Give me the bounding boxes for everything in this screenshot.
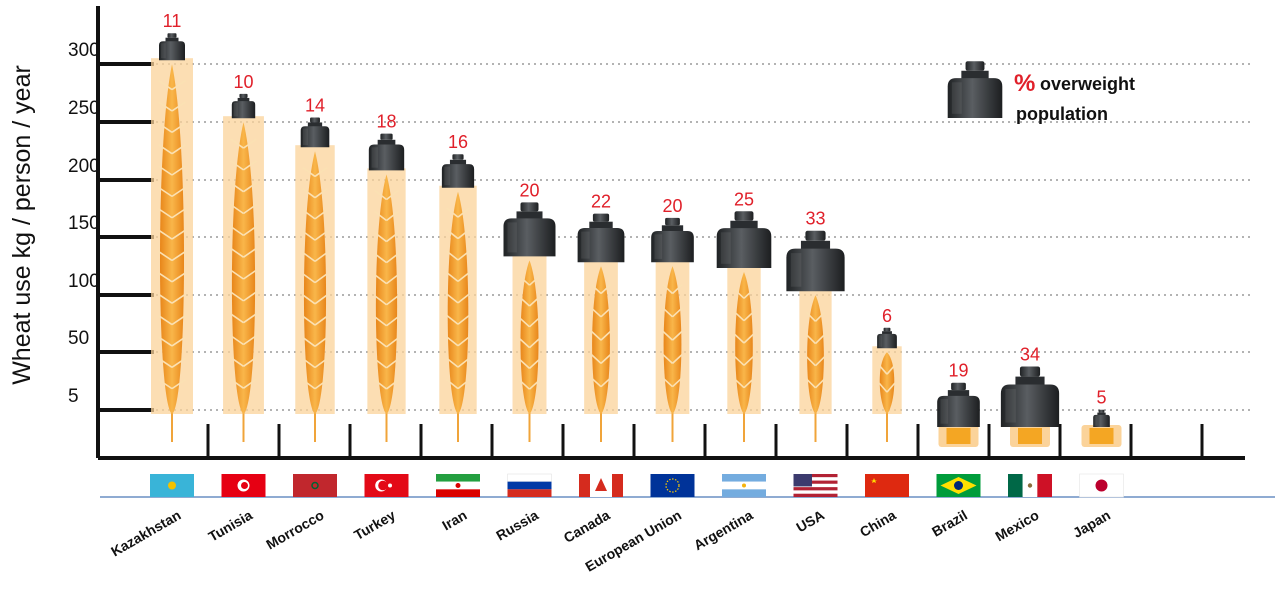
- bar-brazil: 19: [937, 361, 980, 447]
- overweight-label: 20: [662, 196, 682, 216]
- y-tick-label-250: 250: [68, 98, 100, 119]
- category-label: Iran: [439, 507, 469, 534]
- overweight-label: 22: [591, 192, 611, 212]
- bar-mexico: 34: [1000, 345, 1060, 447]
- bar-russia: 20: [503, 180, 556, 442]
- weight-icon: [441, 154, 475, 188]
- overweight-label: 10: [233, 72, 253, 92]
- category-label: USA: [793, 507, 827, 536]
- br-flag-icon: [936, 474, 981, 497]
- category-label: Turkey: [351, 507, 398, 543]
- y-tick-label-150: 150: [68, 213, 100, 234]
- overweight-label: 18: [376, 112, 396, 132]
- bar-iran: 16: [439, 132, 477, 442]
- weight-icon: [1093, 409, 1110, 427]
- y-tick-label-5: 5: [68, 386, 79, 407]
- legend-line2: population: [1016, 104, 1108, 124]
- category-label: Russia: [493, 507, 541, 544]
- legend-percent-sign: %: [1014, 70, 1035, 97]
- ir-flag-icon: [436, 474, 480, 497]
- ca-flag-icon: [579, 474, 623, 497]
- axes: 5 50 100 150 200 250 300: [68, 6, 1275, 498]
- overweight-label: 19: [948, 361, 968, 381]
- category-label: Kazakhstan: [108, 507, 183, 560]
- bar-argentina: 25: [716, 189, 772, 442]
- overweight-label: 34: [1020, 345, 1040, 365]
- overweight-label: 5: [1096, 388, 1106, 408]
- weight-icon: [1000, 366, 1060, 427]
- weight-icon: [651, 217, 694, 263]
- legend-line1: overweight: [1040, 74, 1135, 94]
- bar-japan: 5: [1081, 388, 1122, 447]
- legend-weight-icon: [947, 61, 1003, 118]
- overweight-label: 20: [519, 180, 539, 200]
- weight-icon: [300, 117, 330, 148]
- weight-icon: [937, 382, 980, 427]
- y-tick-label-300: 300: [68, 40, 100, 61]
- weight-icon: [231, 93, 256, 119]
- overweight-label: 16: [448, 132, 468, 152]
- ar-flag-icon: [722, 474, 766, 497]
- tr-flag-icon: [364, 474, 409, 497]
- overweight-label: 33: [805, 209, 825, 229]
- weight-icon: [716, 211, 772, 268]
- overweight-label: 6: [882, 306, 892, 326]
- weight-icon: [503, 202, 556, 257]
- y-tick-label-200: 200: [68, 156, 100, 177]
- category-label: Canada: [561, 507, 613, 546]
- bar-tunisia: 10: [223, 72, 264, 442]
- tn-flag-icon: [221, 474, 266, 497]
- bar-usa: 33: [786, 209, 845, 442]
- overweight-label: 11: [163, 11, 182, 31]
- ma-flag-icon: [293, 474, 337, 497]
- ru-flag-icon: [507, 473, 552, 497]
- mx-flag-icon: [1008, 474, 1052, 497]
- weight-icon: [786, 230, 845, 292]
- bar-kazakhstan: 11: [151, 11, 193, 442]
- category-label: Mexico: [992, 507, 1041, 545]
- category-label: Brazil: [929, 507, 970, 540]
- eu-flag-icon: [650, 474, 695, 497]
- bar-turkey: 18: [367, 112, 406, 442]
- bar-morrocco: 14: [295, 96, 335, 442]
- weight-icon: [159, 33, 185, 61]
- weight-icon: [877, 327, 897, 349]
- category-label: Morrocco: [263, 507, 326, 553]
- kz-flag-icon: [150, 474, 194, 497]
- us-flag-icon: [793, 474, 838, 497]
- bar-canada: 22: [577, 192, 625, 442]
- y-axis-label: Wheat use kg / person / year: [8, 65, 36, 385]
- category-label: Japan: [1070, 507, 1113, 541]
- y-tick-label-100: 100: [68, 271, 100, 292]
- category-label: Argentina: [691, 507, 756, 554]
- cn-flag-icon: [865, 474, 909, 497]
- category-label: China: [857, 507, 899, 540]
- bar-china: 6: [872, 306, 902, 442]
- overweight-label: 14: [305, 96, 325, 116]
- category-label: Tunisia: [205, 507, 255, 545]
- legend: % overweight population: [947, 61, 1135, 124]
- weight-icon: [368, 133, 405, 171]
- y-tick-label-50: 50: [68, 328, 89, 349]
- weight-icon: [577, 213, 625, 263]
- jp-flag-icon: [1079, 473, 1124, 498]
- overweight-label: 25: [734, 189, 754, 209]
- bar-european-union: 20: [651, 196, 694, 442]
